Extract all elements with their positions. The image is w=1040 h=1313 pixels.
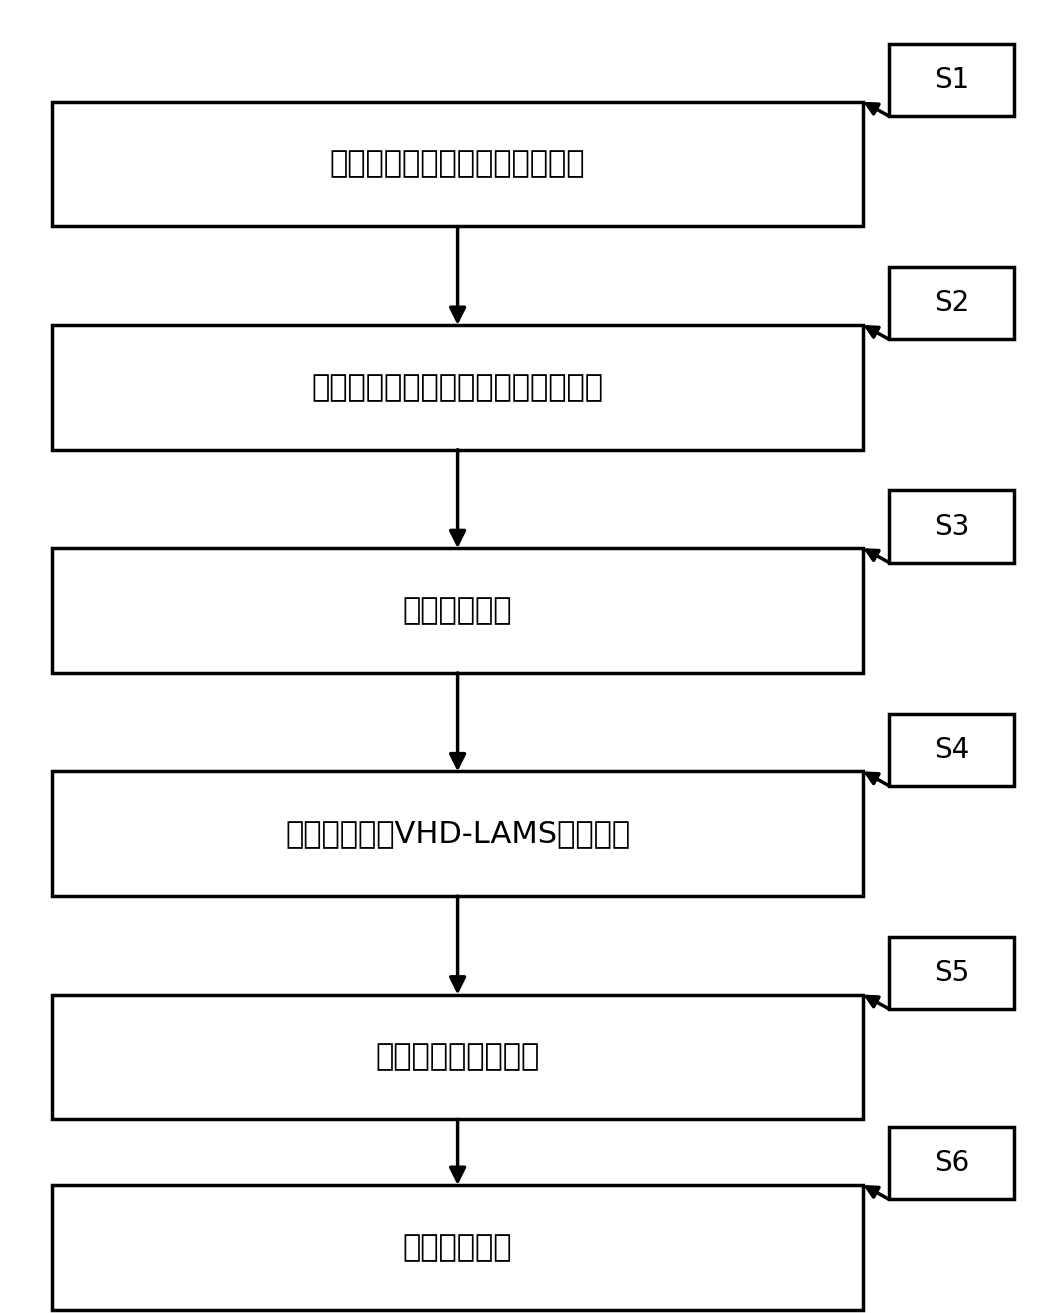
Text: S3: S3 — [934, 512, 969, 541]
Bar — [52, 102, 863, 226]
Text: S2: S2 — [934, 289, 969, 318]
Text: 电路仿真预测: 电路仿真预测 — [402, 1233, 513, 1262]
Text: 建立元器件的VHD-LAMS退化模型: 建立元器件的VHD-LAMS退化模型 — [285, 819, 630, 848]
Text: 建立退化模型: 建立退化模型 — [402, 596, 513, 625]
Bar — [52, 324, 863, 449]
Bar — [52, 772, 863, 895]
Bar — [889, 43, 1014, 116]
Bar — [52, 995, 863, 1119]
Text: S4: S4 — [934, 735, 969, 764]
Text: 对电路中的元器件进行分类处理: 对电路中的元器件进行分类处理 — [330, 150, 586, 179]
Bar — [889, 268, 1014, 340]
Bar — [889, 1127, 1014, 1200]
Bar — [52, 1184, 863, 1310]
Bar — [889, 937, 1014, 1008]
Bar — [889, 490, 1014, 562]
Bar — [889, 714, 1014, 785]
Text: 对元器件进行失效分析获取退化数据: 对元器件进行失效分析获取退化数据 — [312, 373, 603, 402]
Text: S1: S1 — [934, 66, 969, 95]
Text: S6: S6 — [934, 1149, 969, 1178]
Bar — [52, 548, 863, 672]
Text: S5: S5 — [934, 958, 969, 987]
Text: 获取电路的退化轨迹: 获取电路的退化轨迹 — [375, 1043, 540, 1071]
